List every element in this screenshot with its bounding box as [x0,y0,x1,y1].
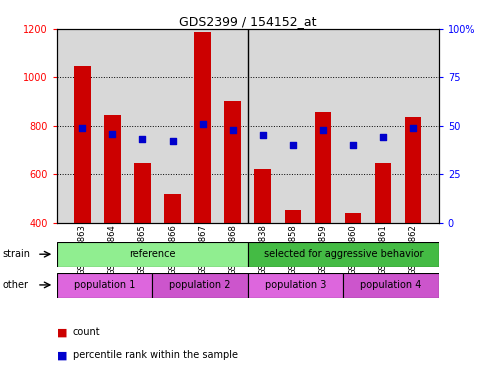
Point [139,136,146,142]
Bar [343,273,439,298]
Point [289,142,297,148]
Title: GDS2399 / 154152_at: GDS2399 / 154152_at [179,15,317,28]
Text: population 2: population 2 [169,280,231,290]
Text: population 4: population 4 [360,280,422,290]
Bar [345,213,361,223]
Bar [152,273,247,298]
Text: ■: ■ [57,327,67,337]
Point [169,138,176,144]
Text: selected for aggressive behavior: selected for aggressive behavior [263,249,423,260]
Text: reference: reference [129,249,176,260]
Text: population 1: population 1 [74,280,135,290]
Text: ■: ■ [57,350,67,360]
Point [229,127,237,133]
Text: population 3: population 3 [265,280,326,290]
Point [78,125,86,131]
Bar [224,101,241,223]
Text: strain: strain [2,249,31,259]
Bar [57,242,247,267]
Bar [104,115,121,223]
Bar [74,66,91,223]
Point [319,127,327,133]
Bar [284,210,301,223]
Bar [315,112,331,223]
Text: other: other [2,280,29,290]
Point [349,142,357,148]
Bar [375,162,391,223]
Bar [134,162,151,223]
Bar [405,117,422,223]
Bar [57,273,152,298]
Text: count: count [73,327,101,337]
Bar [247,273,343,298]
Point [108,131,116,137]
Bar [247,242,439,267]
Text: percentile rank within the sample: percentile rank within the sample [73,350,238,360]
Point [409,125,417,131]
Point [379,134,387,141]
Bar [254,169,271,223]
Bar [164,194,181,223]
Bar [194,32,211,223]
Point [199,121,207,127]
Point [259,132,267,139]
